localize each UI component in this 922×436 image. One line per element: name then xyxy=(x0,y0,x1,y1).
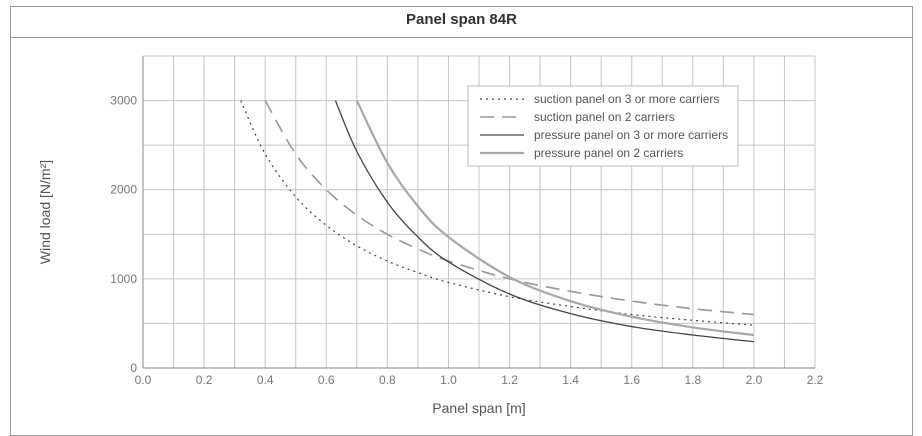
series-pressure-2-carriers-line xyxy=(355,100,755,337)
x-tick-label: 0.0 xyxy=(135,373,152,387)
legend-label-2: suction panel on 2 carriers xyxy=(534,110,675,124)
x-axis-label: Panel span [m] xyxy=(432,400,525,416)
x-tick-label: 1.4 xyxy=(562,373,579,387)
x-tick-label: 0.8 xyxy=(379,373,396,387)
legend-label-1: suction panel on 3 or more carriers xyxy=(534,92,719,106)
x-tick-label: 0.6 xyxy=(318,373,335,387)
x-tick-label: 0.2 xyxy=(196,373,213,387)
series-suction-2-carriers-line xyxy=(264,100,754,316)
y-tick-label: 2000 xyxy=(110,183,137,197)
y-tick-label: 3000 xyxy=(110,94,137,108)
x-tick-label: 1.6 xyxy=(623,373,640,387)
line-chart: 0.0 0.2 0.4 0.6 0.8 1.0 1.2 1.4 1.6 1.8 2.0 2.2 0 100… xyxy=(37,55,824,416)
y-axis-label: Wind load [N/m²] xyxy=(37,160,53,264)
x-tick-label: 0.4 xyxy=(257,373,274,387)
y-tick-label: 0 xyxy=(130,361,137,375)
legend-label-4: pressure panel on 2 carriers xyxy=(534,146,683,160)
x-tick-label: 2.2 xyxy=(807,373,824,387)
chart-title: Panel span 84R xyxy=(406,11,517,28)
y-tick-label: 1000 xyxy=(110,272,137,286)
x-tick-label: 1.2 xyxy=(501,373,518,387)
series-pressure-3-carriers-line xyxy=(334,100,754,343)
x-tick-label: 2.0 xyxy=(746,373,763,387)
x-tick-label: 1.0 xyxy=(440,373,457,387)
title-divider xyxy=(10,37,913,38)
series-suction-3-carriers-line xyxy=(240,100,754,326)
legend-label-3: pressure panel on 3 or more carriers xyxy=(534,128,728,142)
x-tick-label: 1.8 xyxy=(684,373,701,387)
